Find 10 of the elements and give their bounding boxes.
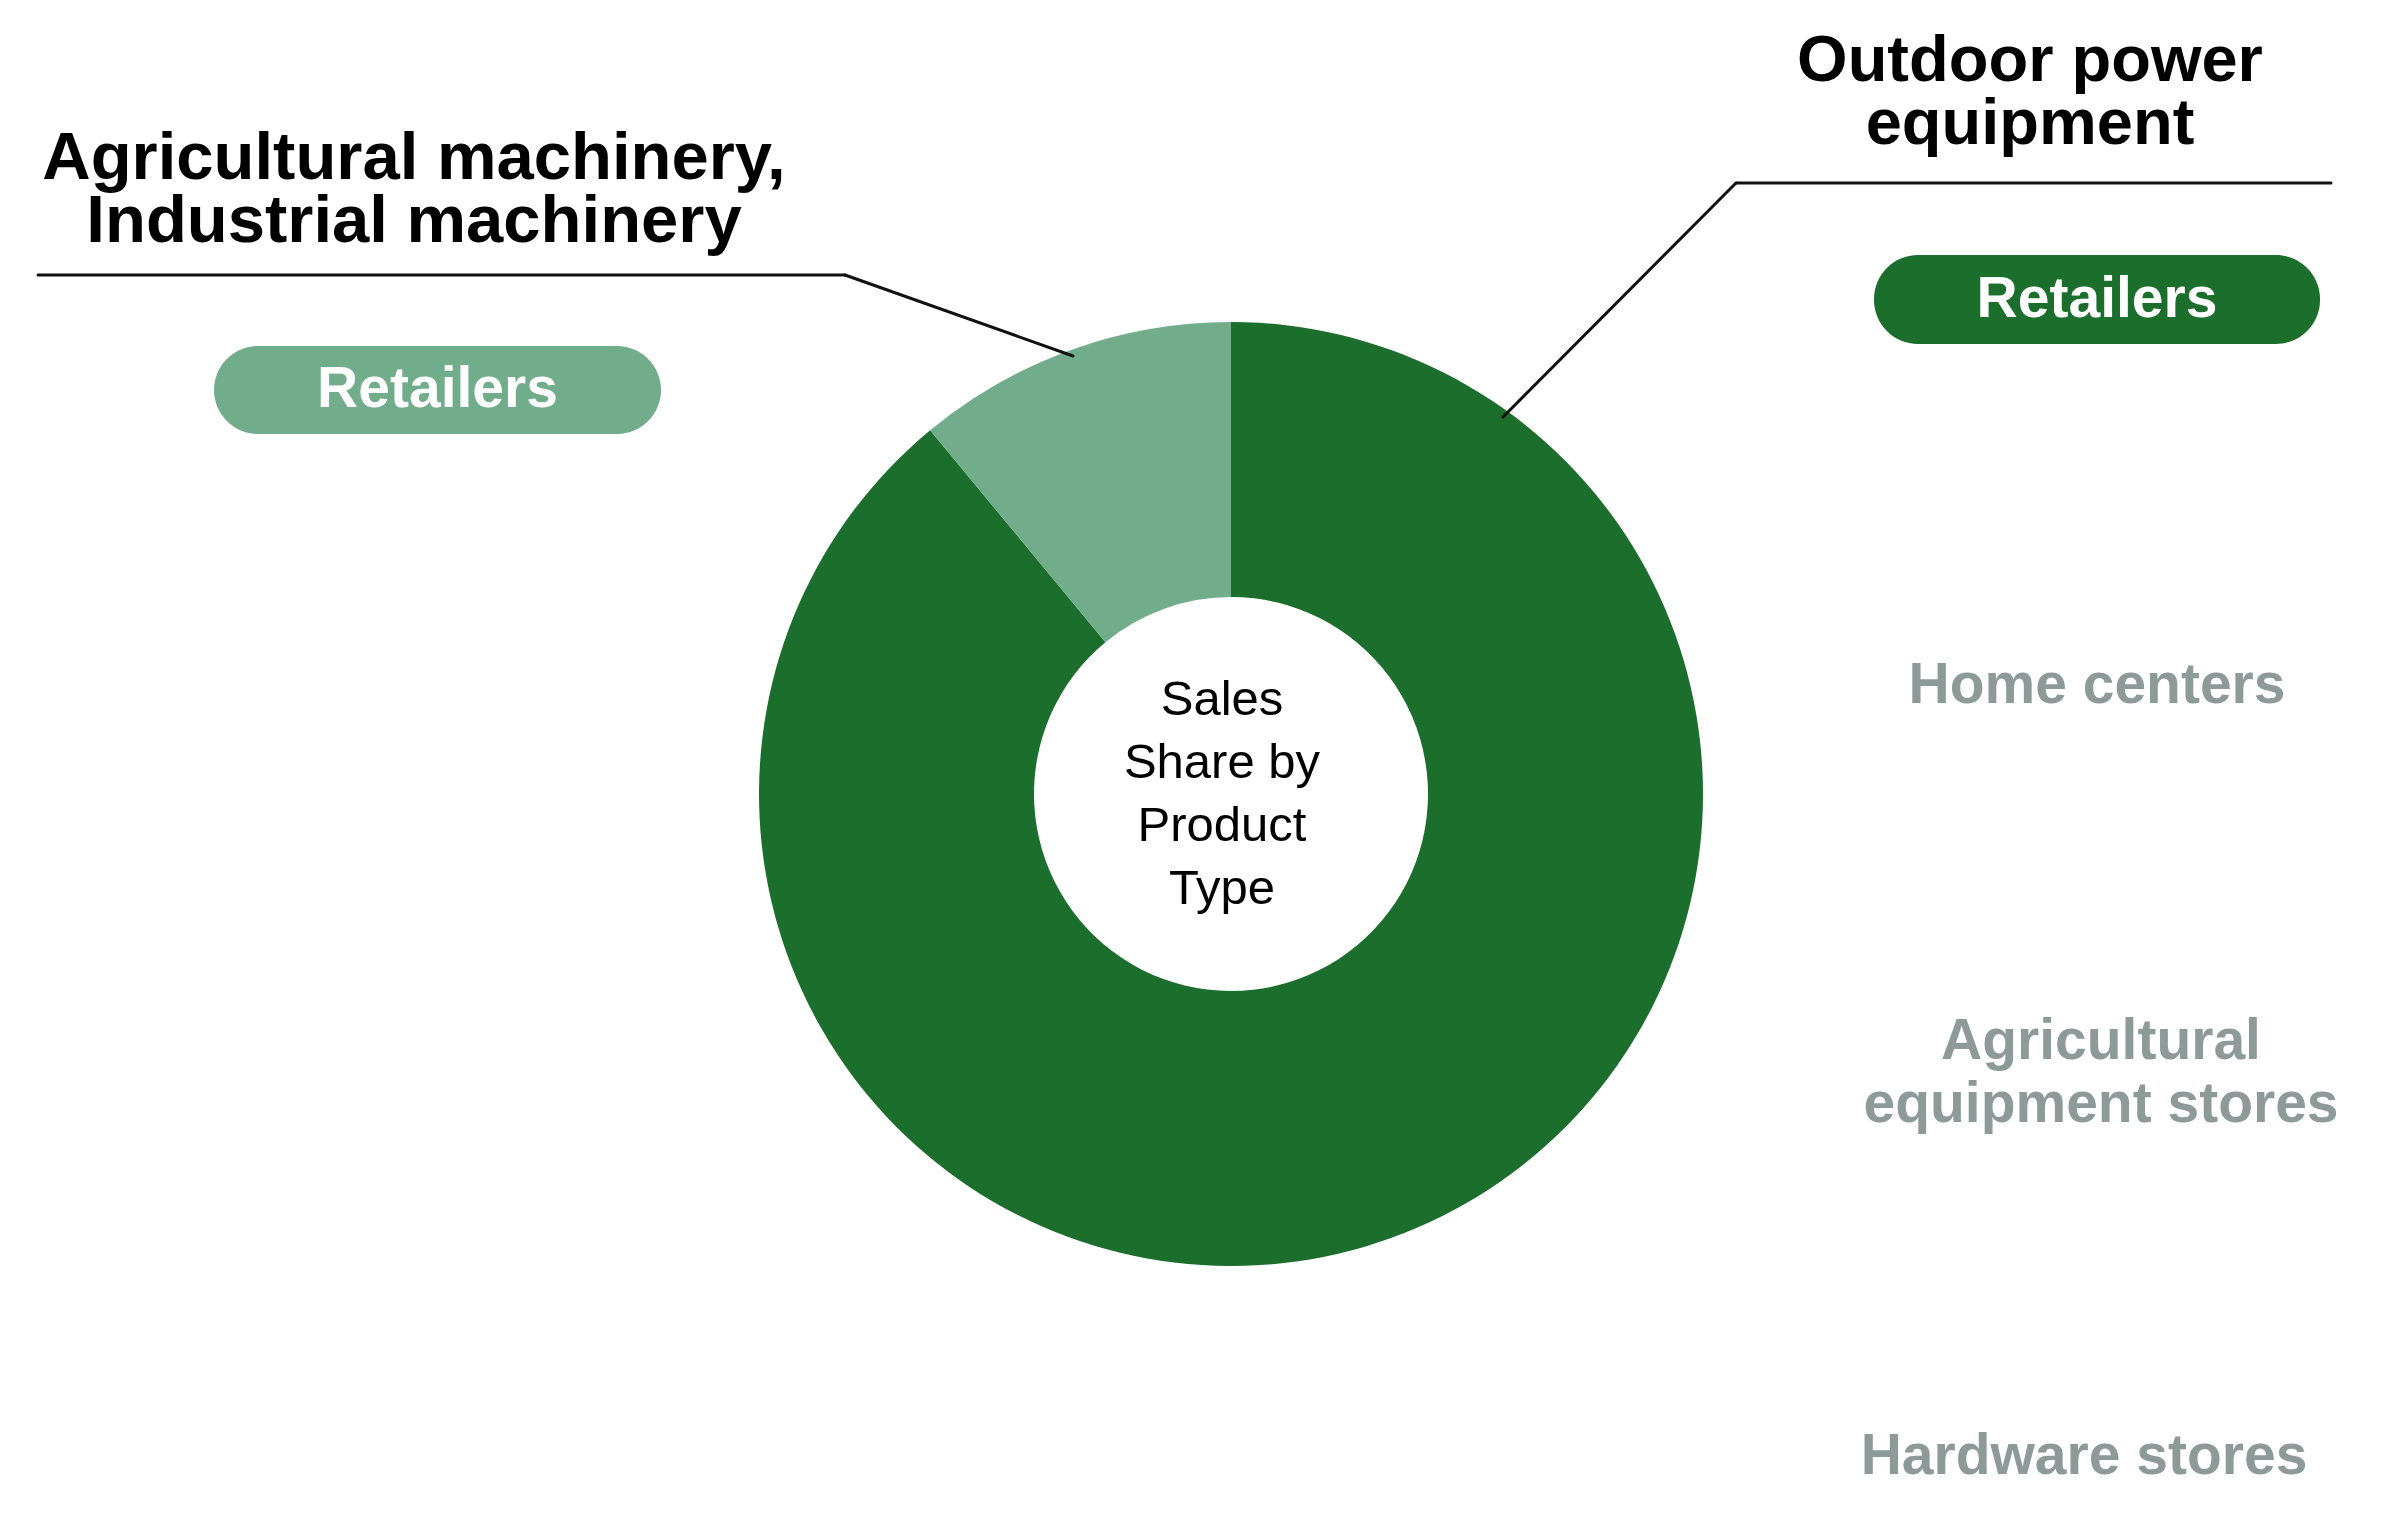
donut-slice <box>930 322 1231 643</box>
text: Sales Share by Product Type <box>1123 670 1321 914</box>
text: Retailers <box>1976 264 2218 329</box>
text: Agricultural equipment stores <box>1863 1006 2339 1134</box>
slice-label: Outdoor power equipment <box>1797 21 2263 158</box>
slice-label: Agricultural machinery, Industrial machinery <box>42 117 786 256</box>
text: Hardware stores <box>1860 1422 2308 1486</box>
donut-slice <box>759 322 1703 1266</box>
text: Home centers <box>1908 651 2286 715</box>
text: Retailers <box>317 355 558 419</box>
